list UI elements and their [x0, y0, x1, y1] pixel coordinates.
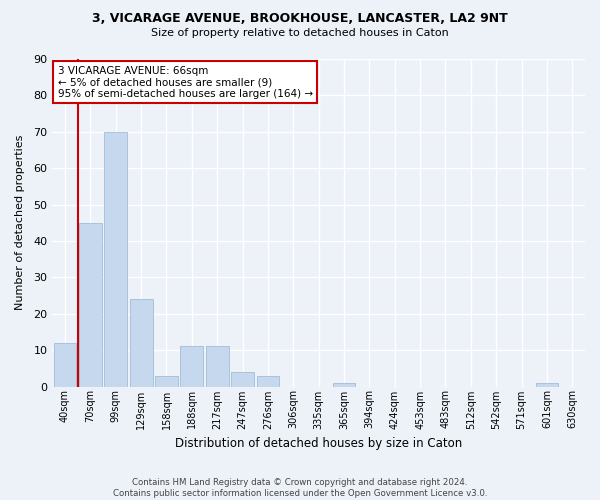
Bar — [155, 376, 178, 386]
Text: Contains HM Land Registry data © Crown copyright and database right 2024.
Contai: Contains HM Land Registry data © Crown c… — [113, 478, 487, 498]
Y-axis label: Number of detached properties: Number of detached properties — [15, 135, 25, 310]
Text: 3, VICARAGE AVENUE, BROOKHOUSE, LANCASTER, LA2 9NT: 3, VICARAGE AVENUE, BROOKHOUSE, LANCASTE… — [92, 12, 508, 26]
Text: 3 VICARAGE AVENUE: 66sqm
← 5% of detached houses are smaller (9)
95% of semi-det: 3 VICARAGE AVENUE: 66sqm ← 5% of detache… — [58, 66, 313, 99]
X-axis label: Distribution of detached houses by size in Caton: Distribution of detached houses by size … — [175, 437, 462, 450]
Bar — [332, 383, 355, 386]
Bar — [257, 376, 280, 386]
Bar — [231, 372, 254, 386]
Bar — [79, 223, 102, 386]
Bar — [181, 346, 203, 387]
Bar — [53, 343, 76, 386]
Bar — [536, 383, 559, 386]
Bar — [130, 299, 152, 386]
Text: Size of property relative to detached houses in Caton: Size of property relative to detached ho… — [151, 28, 449, 38]
Bar — [104, 132, 127, 386]
Bar — [206, 346, 229, 387]
